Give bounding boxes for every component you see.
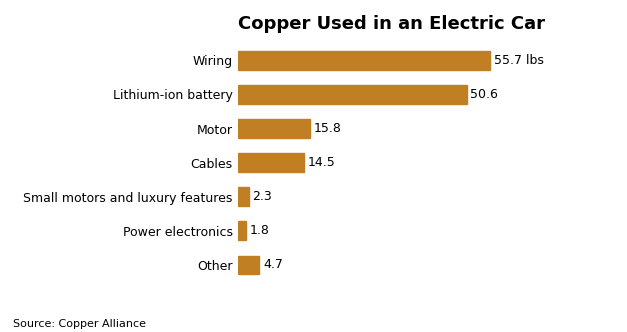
Text: 55.7 lbs: 55.7 lbs [493, 54, 544, 67]
Bar [238, 187, 249, 206]
Text: Copper Used in an Electric Car: Copper Used in an Electric Car [238, 15, 545, 33]
Bar [238, 221, 246, 240]
Text: 50.6: 50.6 [470, 88, 498, 101]
Bar [238, 85, 467, 104]
Text: Source: Copper Alliance: Source: Copper Alliance [13, 319, 145, 329]
Bar [238, 51, 490, 70]
Bar [238, 153, 303, 172]
Text: 2.3: 2.3 [252, 190, 272, 203]
Text: 15.8: 15.8 [314, 122, 341, 135]
Text: 4.7: 4.7 [263, 259, 283, 272]
Bar [238, 119, 310, 138]
Text: 1.8: 1.8 [250, 224, 270, 237]
Text: 14.5: 14.5 [307, 156, 335, 169]
Bar [238, 256, 260, 274]
